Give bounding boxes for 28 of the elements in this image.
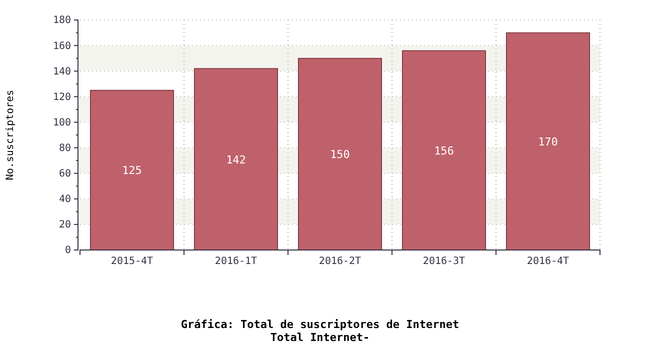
y-tick-label: 20 — [58, 220, 71, 231]
y-tick-label: 180 — [52, 15, 71, 26]
data-label: 125 — [122, 164, 142, 178]
y-tick-label: 140 — [52, 66, 71, 78]
x-tick-label: 2016-2T — [318, 256, 362, 267]
y-tick-label: 0 — [64, 245, 71, 256]
text: Gráfica: Total de suscriptores de Internet — [180, 318, 460, 331]
y-tick-label: 100 — [52, 117, 71, 128]
x-tick-label: 2016-1T — [214, 256, 258, 267]
bar — [506, 32, 590, 250]
y-tick-label: 40 — [58, 194, 71, 206]
x-tick-label: 2015-4T — [110, 256, 154, 267]
x-tick-label: 2016-4T — [526, 256, 570, 267]
data-label: 156 — [434, 144, 454, 158]
bar — [402, 50, 486, 250]
y-axis-title: No.suscriptores — [5, 90, 16, 180]
y-tick-label: 120 — [52, 92, 71, 103]
x-tick-label: 2016-3T — [422, 256, 466, 267]
y-tick-label: 60 — [58, 168, 71, 180]
bar — [194, 68, 278, 250]
data-label: 142 — [226, 153, 246, 166]
y-tick-label: 80 — [58, 142, 71, 154]
y-tick-label: 160 — [52, 40, 71, 52]
bar — [298, 58, 382, 250]
data-label: 170 — [538, 135, 558, 148]
data-label: 150 — [330, 148, 350, 162]
bar — [90, 90, 174, 250]
text: Total Internet- — [270, 331, 370, 344]
